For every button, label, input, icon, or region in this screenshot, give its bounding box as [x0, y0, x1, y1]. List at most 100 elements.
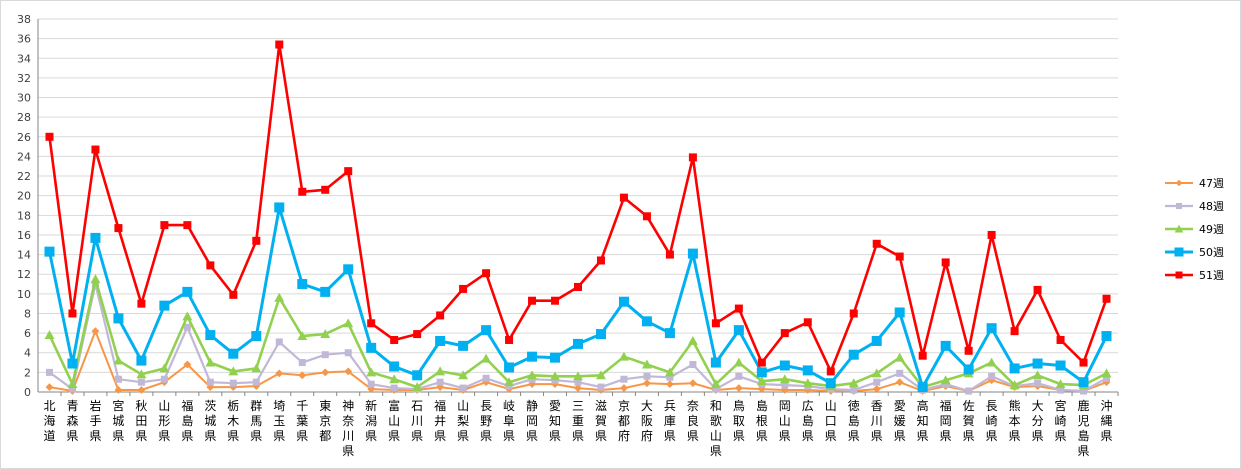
x-tick-label: 富山県	[388, 398, 400, 443]
data-point	[183, 360, 192, 369]
svg-text:県: 県	[986, 429, 998, 443]
data-point	[344, 349, 352, 357]
x-tick-label: 岩手県	[89, 398, 101, 443]
series-line	[48, 43, 1108, 373]
y-tick-label: 26	[17, 131, 31, 144]
x-tick-label: 山梨県	[457, 399, 469, 443]
x-tick-label: 沖縄県	[1101, 399, 1113, 443]
data-point	[182, 311, 193, 321]
plot-area	[44, 40, 1112, 395]
data-point	[344, 367, 353, 376]
svg-text:田: 田	[135, 414, 147, 428]
x-tick-label: 福島県	[181, 398, 193, 443]
svg-text:分: 分	[1032, 414, 1044, 428]
data-point	[871, 335, 882, 346]
svg-text:県: 県	[756, 429, 768, 443]
svg-text:愛: 愛	[549, 399, 561, 413]
data-point	[756, 367, 767, 378]
data-point	[642, 212, 651, 221]
svg-text:野: 野	[480, 414, 492, 428]
data-point	[390, 335, 399, 344]
svg-text:富: 富	[388, 398, 400, 413]
data-point	[320, 329, 331, 339]
svg-text:県: 県	[158, 429, 170, 443]
x-tick-label: 静岡県	[526, 399, 538, 443]
data-point	[643, 379, 651, 388]
svg-text:井: 井	[434, 414, 446, 428]
svg-text:手: 手	[89, 414, 101, 428]
svg-text:滋: 滋	[595, 399, 607, 413]
x-tick-label: 佐賀県	[963, 399, 975, 443]
svg-text:奈: 奈	[342, 414, 354, 428]
data-point	[275, 40, 284, 49]
data-point	[344, 167, 353, 176]
svg-text:青: 青	[66, 399, 78, 413]
x-tick-label: 長崎県	[986, 399, 998, 443]
svg-text:県: 県	[365, 429, 377, 443]
data-point	[551, 296, 560, 305]
x-tick-label: 京都府	[618, 399, 630, 443]
data-point	[458, 370, 469, 380]
svg-text:奈: 奈	[687, 399, 699, 413]
svg-text:香: 香	[871, 399, 883, 413]
y-tick-label: 24	[17, 150, 31, 163]
svg-text:福: 福	[434, 398, 446, 413]
data-point	[252, 378, 260, 386]
svg-text:都: 都	[319, 429, 331, 443]
data-point	[940, 340, 951, 351]
svg-text:山: 山	[457, 399, 469, 413]
data-point	[688, 379, 697, 388]
x-tick-label: 福岡県	[940, 398, 952, 443]
svg-text:県: 県	[1032, 429, 1044, 443]
svg-text:県: 県	[572, 429, 584, 443]
svg-text:県: 県	[595, 429, 607, 443]
data-point	[1174, 224, 1184, 233]
svg-text:川: 川	[871, 414, 883, 428]
data-point	[68, 309, 77, 318]
data-point	[780, 329, 789, 338]
data-point	[963, 364, 974, 375]
svg-text:県: 県	[549, 429, 561, 443]
svg-text:沖: 沖	[1101, 399, 1113, 413]
legend-item: 51週	[1165, 269, 1224, 282]
svg-text:島: 島	[802, 413, 814, 428]
data-point	[618, 296, 629, 307]
data-point	[802, 378, 813, 388]
svg-text:京: 京	[618, 399, 630, 413]
data-point	[573, 371, 583, 381]
data-point	[298, 359, 306, 367]
data-point	[619, 193, 628, 202]
data-point	[343, 318, 354, 328]
svg-text:高: 高	[917, 398, 929, 413]
data-point	[849, 309, 858, 318]
svg-text:県: 県	[871, 429, 883, 443]
data-point	[1080, 387, 1088, 395]
svg-text:和: 和	[710, 399, 722, 413]
data-point	[68, 385, 76, 393]
data-point	[413, 330, 422, 339]
y-tick-label: 0	[24, 386, 31, 399]
data-point	[895, 378, 904, 387]
x-tick-label: 山口県	[825, 399, 837, 443]
data-point	[618, 351, 629, 361]
data-point	[481, 353, 492, 363]
data-point	[137, 299, 146, 308]
svg-text:県: 県	[66, 429, 78, 443]
svg-text:県: 県	[687, 429, 699, 443]
data-point	[1032, 370, 1043, 380]
data-point	[1176, 203, 1182, 209]
svg-text:玉: 玉	[273, 414, 285, 428]
data-point	[1101, 331, 1112, 342]
svg-text:島: 島	[756, 398, 768, 413]
data-point	[389, 374, 400, 384]
data-point	[848, 349, 859, 360]
data-point	[182, 286, 193, 297]
svg-text:県: 県	[250, 429, 262, 443]
y-tick-label: 6	[24, 327, 31, 340]
data-point	[665, 250, 674, 259]
data-point	[550, 371, 560, 381]
data-point	[320, 286, 331, 297]
data-point	[412, 382, 423, 392]
data-point	[756, 376, 767, 386]
